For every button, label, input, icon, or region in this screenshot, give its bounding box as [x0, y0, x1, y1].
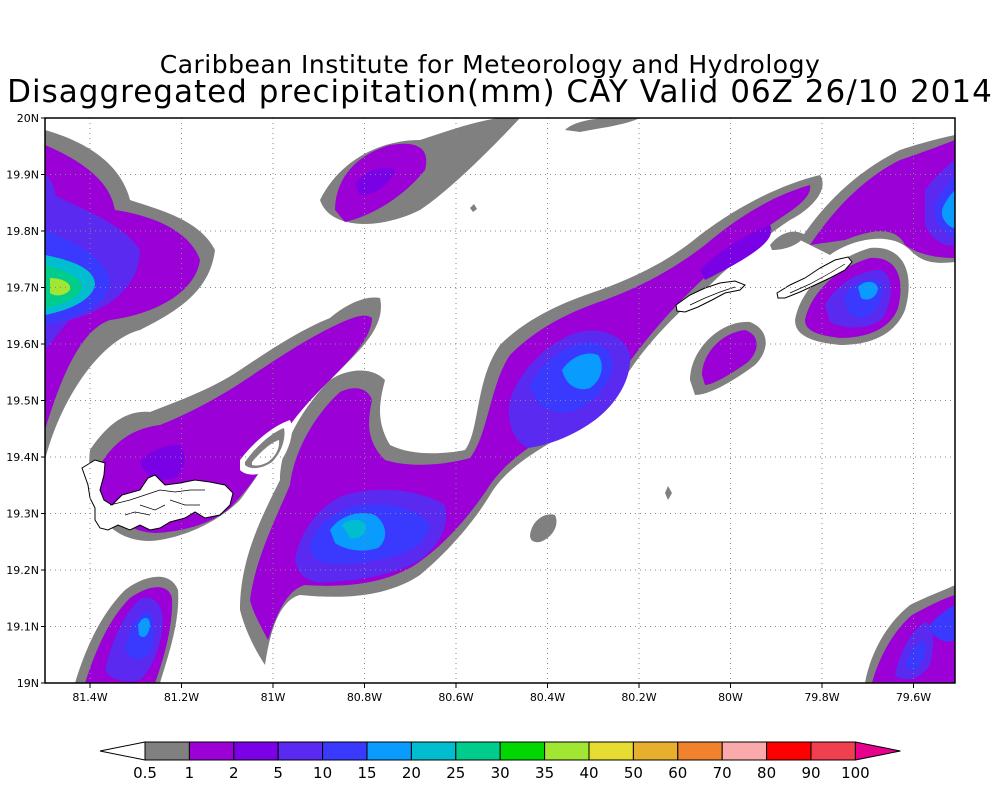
- rain-cell-sw: [75, 576, 179, 683]
- legend-swatch: [810, 741, 856, 761]
- lat-label: 19.7N: [6, 282, 39, 295]
- legend-label: 50: [624, 764, 643, 782]
- legend-swatch: [721, 741, 768, 761]
- lon-label: 81.2W: [164, 691, 199, 704]
- lat-label: 19.8N: [6, 225, 39, 238]
- precipitation-field: [45, 118, 955, 683]
- legend-label: 30: [491, 764, 510, 782]
- rain-band-west: [89, 297, 381, 541]
- cayman-brac-inland: [789, 263, 846, 294]
- lon-label: 80.8W: [347, 691, 382, 704]
- lat-label: 19N: [17, 677, 39, 690]
- rain-cell-east: [795, 247, 909, 345]
- legend-label: 100: [841, 764, 870, 782]
- lon-label: 79.8W: [804, 691, 839, 704]
- legend-label: 90: [801, 764, 820, 782]
- title-institute: Caribbean Institute for Meteorology and …: [159, 50, 821, 79]
- rain-cell-nw: [45, 130, 215, 460]
- legend-label: 0.5: [133, 764, 157, 782]
- legend-swatch: [99, 741, 146, 761]
- legend-swatch: [854, 741, 901, 761]
- legend-label: 1: [185, 764, 195, 782]
- lat-label: 19.5N: [6, 395, 39, 408]
- lat-label: 20N: [17, 112, 39, 125]
- legend-label: 60: [668, 764, 687, 782]
- legend-label: 10: [313, 764, 332, 782]
- legend-label: 70: [713, 764, 732, 782]
- lon-label: 81W: [261, 691, 286, 704]
- legend-swatch: [277, 741, 324, 761]
- lon-label: 81.4W: [72, 691, 107, 704]
- legend-label: 5: [273, 764, 283, 782]
- rain-cell-north: [320, 118, 520, 224]
- legend-swatch: [233, 741, 279, 761]
- legend-label: 35: [535, 764, 554, 782]
- legend-label: 2: [229, 764, 239, 782]
- lat-label: 19.4N: [6, 451, 39, 464]
- legend-swatch: [455, 741, 501, 761]
- lat-label: 19.6N: [6, 338, 39, 351]
- rain-cell-se: [865, 585, 955, 683]
- legend-label: 25: [446, 764, 465, 782]
- legend-swatch: [322, 741, 368, 761]
- title-product: Disaggregated precipitation(mm) CAY Vali…: [7, 74, 993, 110]
- latitude-labels: 20N 19.9N 19.8N 19.7N 19.6N 19.5N 19.4N 19.3N 19…: [6, 112, 45, 690]
- legend-label: 20: [402, 764, 421, 782]
- legend-swatch: [188, 741, 235, 761]
- rain-cell-small-e: [690, 321, 766, 395]
- legend-swatch: [410, 741, 457, 761]
- legend-swatch: [544, 741, 590, 761]
- longitude-labels: 81.4W 81.2W 81W 80.8W 80.6W 80.4W 80.2W 80W 79.8…: [72, 683, 931, 704]
- lat-label: 19.9N: [6, 169, 39, 182]
- graticule: [45, 118, 955, 683]
- legend-label: 80: [757, 764, 776, 782]
- legend-label: 15: [357, 764, 376, 782]
- legend-swatch: [632, 741, 679, 761]
- legend-label: 40: [579, 764, 598, 782]
- legend-swatch: [588, 741, 634, 761]
- legend-swatch: [499, 741, 546, 761]
- grand-cayman-inland: [109, 489, 205, 516]
- lon-label: 80.2W: [621, 691, 656, 704]
- lat-label: 19.1N: [6, 621, 39, 634]
- rain-cell-ne: [565, 118, 955, 263]
- lat-label: 19.2N: [6, 564, 39, 577]
- legend-swatch: [366, 741, 412, 761]
- grand-cayman-outline: [81, 459, 234, 531]
- legend-swatch: [677, 741, 723, 761]
- lon-label: 80.6W: [438, 691, 473, 704]
- colorbar-legend: 0.5 1 2 5 10 15 20 25 30 35 40 50 60 70 80 90 100: [99, 741, 901, 782]
- lat-label: 19.3N: [6, 508, 39, 521]
- lon-label: 80.4W: [530, 691, 565, 704]
- rain-specks: [470, 204, 805, 543]
- lon-label: 80W: [718, 691, 743, 704]
- rain-band-main: [240, 175, 823, 665]
- legend-swatch: [766, 741, 812, 761]
- little-cayman-inland: [689, 286, 736, 306]
- legend-swatch: [144, 741, 190, 761]
- lon-label: 79.6W: [896, 691, 931, 704]
